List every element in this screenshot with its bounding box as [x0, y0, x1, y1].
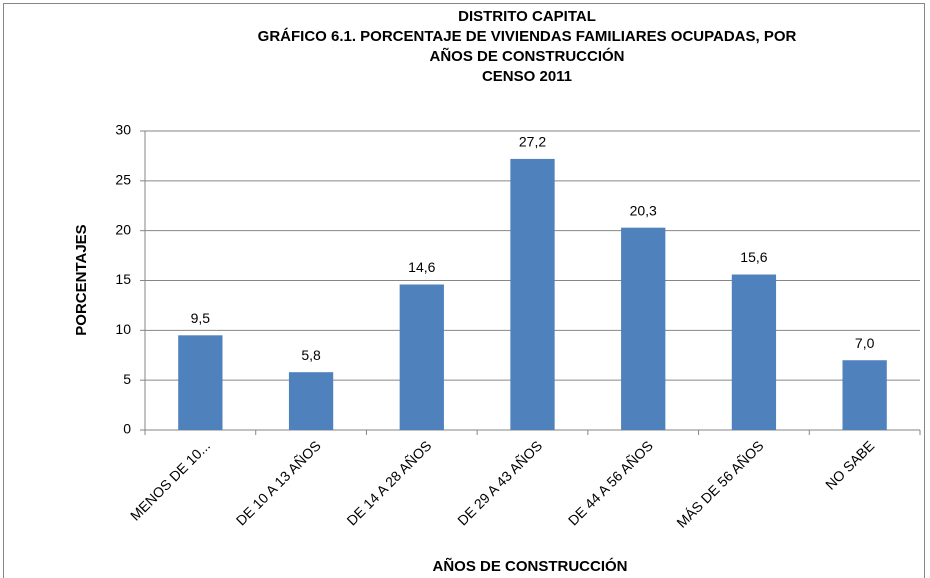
bar [399, 284, 444, 430]
data-label: 14,6 [408, 259, 435, 275]
bar [621, 227, 666, 430]
y-tick-label: 25 [115, 172, 131, 188]
chart-title: CENSO 2011 [482, 68, 572, 85]
y-tick-label: 0 [123, 421, 131, 437]
y-tick-label: 20 [115, 221, 131, 237]
bar [510, 158, 555, 430]
chart-border [3, 3, 925, 578]
y-tick-label: 10 [115, 321, 131, 337]
bar [288, 372, 334, 430]
y-tick-label: 30 [115, 122, 131, 138]
bar [178, 335, 223, 430]
data-label: 15,6 [740, 249, 767, 265]
y-axis-label: PORCENTAJES [73, 224, 90, 335]
chart-title: DISTRITO CAPITAL [458, 8, 596, 25]
data-label: 9,5 [191, 310, 211, 326]
data-label: 7,0 [855, 335, 875, 351]
y-tick-label: 5 [123, 371, 131, 387]
bar [731, 274, 777, 430]
y-tick-label: 15 [115, 271, 131, 287]
bar [842, 360, 887, 430]
data-label: 5,8 [301, 347, 321, 363]
x-axis-label: AÑOS DE CONSTRUCCIÓN [432, 557, 627, 575]
data-label: 20,3 [630, 202, 657, 218]
chart-title: AÑOS DE CONSTRUCCIÓN [429, 47, 624, 65]
data-label: 27,2 [519, 134, 546, 150]
chart-title: GRÁFICO 6.1. PORCENTAJE DE VIVIENDAS FAM… [258, 28, 797, 45]
